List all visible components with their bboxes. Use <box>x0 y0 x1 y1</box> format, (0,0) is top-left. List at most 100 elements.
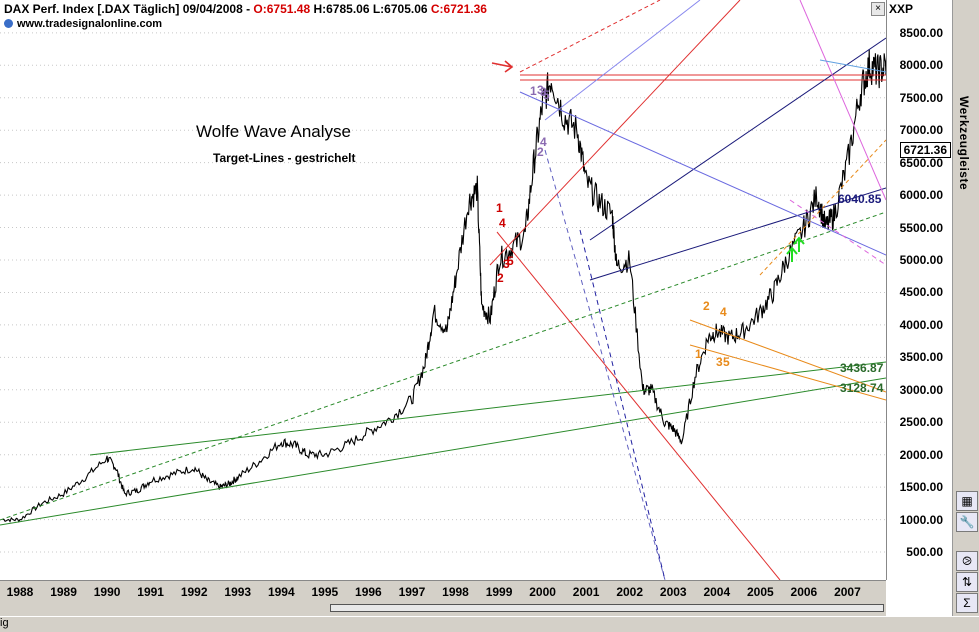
y-axis[interactable]: XXP 500.00 1000.00 1500.00 2000.00 2500.00 30… <box>886 0 953 580</box>
red-dashed-top <box>519 0 661 73</box>
red-diagonal-down <box>496 231 781 580</box>
annotation-title: Wolfe Wave Analyse <box>196 122 351 141</box>
y-tick-label: 2500.00 <box>899 415 943 430</box>
x-tick-label: 1992 <box>180 585 208 599</box>
x-tick-label: 1994 <box>267 585 295 599</box>
price-series-line-0 <box>2 49 886 523</box>
time-scrollbar[interactable] <box>0 602 886 616</box>
chart-tool-icon[interactable]: ⧁ <box>956 551 978 571</box>
y-tick-label: 8000.00 <box>899 58 943 73</box>
tool-panel[interactable]: Werkzeugleiste ▦ 🔧 ⧁ ⇅ Σ <box>952 0 979 616</box>
y-tick-label: 1000.00 <box>899 512 943 527</box>
wave-point-label-3: 4 <box>499 216 506 230</box>
y-tick-label: 5000.00 <box>899 253 943 267</box>
y-tick-label: 6000.00 <box>899 188 943 203</box>
x-tick-label: 1997 <box>398 585 426 599</box>
y-tick-label: 3000.00 <box>899 382 943 397</box>
wave-point-label-15: 5 <box>723 355 730 369</box>
sigma-icon[interactable]: Σ <box>956 593 978 613</box>
y-tick-label: 6500.00 <box>899 155 943 170</box>
x-tick-label: 1988 <box>6 585 34 599</box>
close-value: C:6721.36 <box>430 2 487 16</box>
y-tick-label: 2000.00 <box>899 447 943 462</box>
wave-point-label-8: 5 <box>543 88 550 102</box>
navy-line-upper <box>589 37 886 241</box>
x-tick-label: 2006 <box>790 585 818 599</box>
green-dashed-target <box>0 211 886 521</box>
source-url-text: www.tradesignalonline.com <box>17 18 163 30</box>
wave-point-label-13: 3 <box>716 355 723 369</box>
wave-point-label-0: 1 <box>496 201 503 215</box>
red-diagonal-up <box>489 0 741 266</box>
status-bar: ig <box>0 616 979 632</box>
status-text: ig <box>0 617 9 629</box>
x-tick-label: 1998 <box>442 585 469 599</box>
level-label-1: 3436.87 <box>840 361 884 375</box>
wave-point-label-9: 2 <box>537 145 544 159</box>
green-channel-upper <box>89 361 886 456</box>
y-tick-label: 4000.00 <box>899 317 943 332</box>
x-tick-label: 2007 <box>834 585 861 599</box>
wave-point-label-10: 4 <box>540 135 547 149</box>
x-tick-label: 2001 <box>572 585 600 599</box>
blue-fan-line <box>519 91 886 256</box>
blue-dashed-target <box>544 149 666 580</box>
chart-header: DAX Perf. Index [.DAX Täglich] 09/04/200… <box>4 2 487 16</box>
y-unit-label: XXP <box>889 2 914 16</box>
x-axis[interactable]: 1988 1989 1990 1991 1992 1993 1994 1995 1996 1997… <box>0 580 886 603</box>
navy-dashed-target <box>579 229 666 580</box>
toolbar-label: Werkzeugleiste <box>957 96 971 191</box>
wave-point-label-1: 2 <box>497 271 504 285</box>
source-url[interactable]: www.tradesignalonline.com <box>4 18 162 30</box>
red-arrow-icon <box>491 60 514 73</box>
scrollbar-thumb[interactable] <box>330 604 884 612</box>
x-tick-label: 1989 <box>50 585 77 599</box>
navy-line-lower <box>589 187 886 281</box>
wave-point-label-4: 5 <box>507 254 514 268</box>
x-tick-label: 2002 <box>616 585 644 599</box>
x-tick-label: 1995 <box>311 585 339 599</box>
y-tick-label: 4500.00 <box>899 285 943 300</box>
green-arrow-icon-2 <box>793 236 805 252</box>
wave-point-label-11: 1 <box>695 347 702 361</box>
wave-point-label-6: 3 <box>537 83 544 97</box>
x-tick-label: 2003 <box>659 585 687 599</box>
y-tick-label: 3500.00 <box>899 350 943 365</box>
x-tick-label: 1993 <box>224 585 252 599</box>
y-tick-label: 5500.00 <box>899 220 943 235</box>
x-tick-label: 2005 <box>746 585 774 599</box>
x-tick-label: 1991 <box>137 585 164 599</box>
y-tick-label: 1500.00 <box>899 480 943 495</box>
wrench-icon[interactable]: 🔧 <box>956 512 978 532</box>
y-tick-label: 7000.00 <box>899 123 943 138</box>
calculator-icon[interactable]: ▦ <box>956 491 978 511</box>
y-tick-label: 8500.00 <box>899 25 943 40</box>
magenta-dashed-target <box>789 199 886 266</box>
magenta-line <box>799 0 886 201</box>
green-channel-lower <box>0 377 886 526</box>
level-label-0: 6040.85 <box>838 192 882 206</box>
wave-point-label-14: 4 <box>720 305 727 319</box>
wave-point-label-12: 2 <box>703 299 710 313</box>
sort-icon[interactable]: ⇅ <box>956 572 978 592</box>
x-tick-label: 1999 <box>485 585 513 599</box>
lightblue-top-line <box>819 59 886 73</box>
orange-channel-lower <box>689 344 886 401</box>
open-value: O:6751.48 <box>253 2 311 16</box>
x-tick-label: 2000 <box>529 585 556 599</box>
annotation-subtitle: Target-Lines - gestrichelt <box>213 151 356 165</box>
level-label-2: 3128.74 <box>840 381 884 395</box>
green-arrow-icon-1 <box>786 246 798 262</box>
y-tick-label: 7500.00 <box>899 90 943 105</box>
symbol-label: DAX Perf. Index [.DAX Täglich] 09/04/200… <box>4 2 254 16</box>
orange-channel-upper <box>689 319 886 393</box>
x-tick-label: 1990 <box>93 585 121 599</box>
y-tick-label: 500.00 <box>906 545 943 560</box>
blue-steep-line <box>544 0 701 121</box>
wave-point-label-5: 1 <box>530 84 537 98</box>
orange-dashed-target <box>759 139 886 276</box>
close-icon[interactable]: × <box>871 2 885 16</box>
wave-point-label-7: 3 <box>540 85 547 99</box>
wave-point-label-2: 3 <box>503 257 510 271</box>
